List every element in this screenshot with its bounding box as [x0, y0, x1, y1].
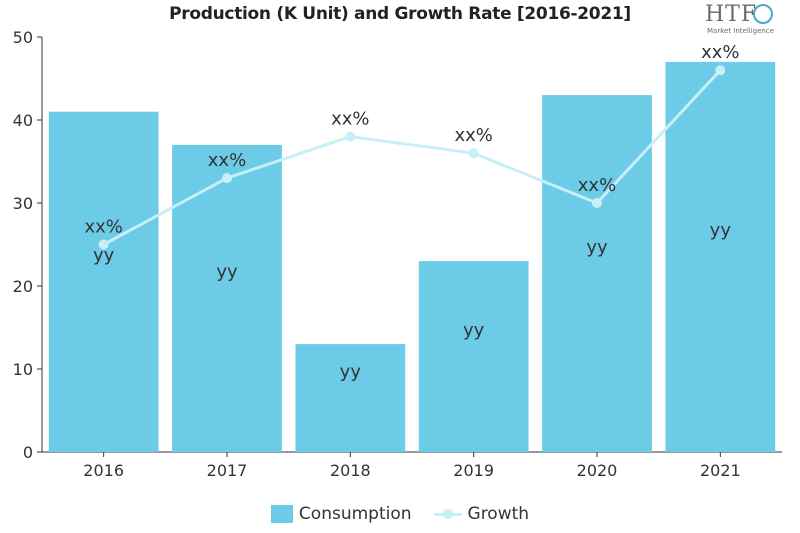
bar-consumption	[48, 111, 159, 452]
bar-data-label: yy	[463, 320, 485, 341]
logo-subtext: Market Intelligence	[707, 27, 775, 35]
growth-data-label: xx%	[208, 150, 246, 171]
bar-consumption	[542, 95, 652, 452]
bar-data-label: yy	[586, 237, 608, 258]
growth-line	[102, 69, 722, 246]
x-tick-label: 2017	[207, 461, 248, 480]
y-tick-label: 30	[13, 194, 33, 213]
y-tick-label: 20	[13, 277, 33, 296]
bar-consumption	[665, 61, 776, 453]
growth-data-label: xx%	[701, 42, 739, 63]
globe-icon	[753, 4, 773, 24]
legend-swatch-growth	[433, 505, 462, 523]
bar-consumption	[172, 144, 282, 452]
legend-item-consumption[interactable]: Consumption	[270, 504, 412, 524]
legend-item-growth[interactable]: Growth	[433, 504, 530, 524]
x-tick-label: 2018	[330, 461, 371, 480]
x-tick-label: 2020	[577, 461, 618, 480]
growth-data-label: xx%	[331, 109, 369, 130]
growth-point	[222, 173, 232, 184]
growth-data-label: xx%	[578, 175, 616, 196]
growth-data-label: xx%	[84, 217, 122, 238]
growth-point	[98, 239, 109, 250]
bar-data-label: yy	[340, 361, 362, 382]
legend-swatch-consumption	[270, 505, 293, 523]
legend-label-consumption: Consumption	[298, 504, 412, 524]
growth-point	[592, 198, 602, 208]
legend: Consumption Growth	[0, 504, 800, 524]
y-tick-label: 40	[13, 111, 33, 130]
logo-text: HTF	[705, 2, 758, 27]
y-tick-label: 0	[23, 443, 33, 462]
x-tick-label: 2016	[83, 461, 124, 480]
bar-consumption	[418, 261, 529, 452]
growth-point	[468, 148, 479, 159]
legend-label-growth: Growth	[467, 504, 530, 524]
bar-data-label: yy	[216, 262, 238, 283]
chart-plot: 0 10 20 30 40 50 2016 2017 2018 2019 2020 2021 yy yy y…	[13, 28, 782, 480]
htf-logo: HTF Market Intelligence	[703, 2, 793, 36]
x-tick-label: 2021	[700, 461, 741, 480]
bar-data-label: yy	[710, 220, 732, 241]
y-tick-label: 10	[13, 360, 33, 379]
bar-data-label: yy	[93, 245, 115, 266]
growth-point	[715, 65, 726, 76]
growth-data-label: xx%	[454, 125, 492, 146]
chart-title: Production (K Unit) and Growth Rate [201…	[169, 4, 631, 24]
x-tick-label: 2019	[453, 461, 494, 480]
y-tick-label: 50	[13, 28, 33, 47]
bar-consumption	[295, 344, 406, 452]
growth-point	[345, 131, 356, 142]
